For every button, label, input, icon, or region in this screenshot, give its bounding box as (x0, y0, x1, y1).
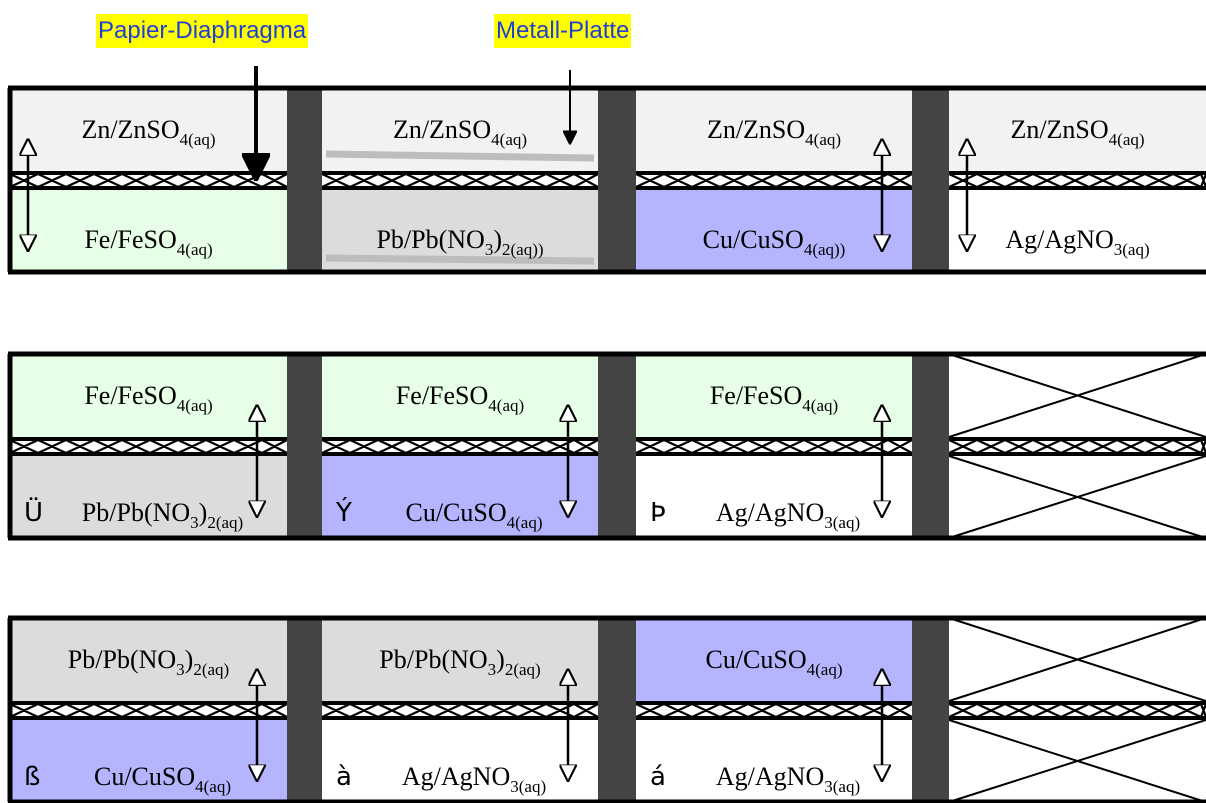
bottom-half-cell (322, 456, 598, 538)
callout-paper-diaphragm: Papier-Diaphragma (96, 14, 309, 48)
galvanic-cell: Fe/FeSO4(aq) Ü Pb/Pb(NO3)2(aq) (9, 354, 288, 538)
top-electrode-label: Fe/FeSO4(aq) (84, 381, 212, 415)
cell-separator (598, 88, 636, 272)
cell-separator (912, 88, 949, 272)
cell-symbol: Þ (650, 498, 666, 528)
bottom-half-cell (636, 456, 912, 538)
galvanic-cell: Zn/ZnSO4(aq) Pb/Pb(NO3)2(aq)) (321, 70, 599, 272)
galvanic-cell: Fe/FeSO4(aq) Þ Ag/AgNO3(aq) (635, 354, 913, 538)
top-electrode-label: Cu/CuSO4(aq) (705, 645, 842, 679)
galvanic-cell (948, 353, 1206, 539)
bottom-electrode-label: Fe/FeSO4(aq) (84, 225, 212, 259)
cell-symbol: ß (24, 762, 40, 792)
galvanic-cell: Cu/CuSO4(aq) á Ag/AgNO3(aq) (635, 618, 913, 802)
galvanic-cell: Fe/FeSO4(aq) Ý Cu/CuSO4(aq) (321, 354, 599, 538)
top-electrode-label: Zn/ZnSO4(aq) (1010, 115, 1144, 149)
top-electrode-label: Zn/ZnSO4(aq) (707, 115, 841, 149)
bottom-electrode-label: Pb/Pb(NO3)2(aq)) (376, 225, 543, 259)
cell-separator (287, 618, 322, 802)
cell-symbol: Ý (335, 496, 352, 528)
top-electrode-label: Fe/FeSO4(aq) (710, 381, 838, 415)
row-2: Fe/FeSO4(aq)Ü Pb/Pb(NO3)2(aq)Fe/FeSO4(aq)… (7, 351, 1206, 541)
bottom-half-cell (10, 456, 287, 538)
top-half-cell (322, 354, 598, 437)
galvanic-cell: Pb/Pb(NO3)2(aq) à Ag/AgNO3(aq) (321, 618, 599, 802)
bottom-half-cell (636, 720, 912, 802)
row-3: Pb/Pb(NO3)2(aq)ß Cu/CuSO4(aq)Pb/Pb(NO3)2(… (7, 615, 1206, 803)
galvanic-cell: Zn/ZnSO4(aq) Fe/FeSO4(aq) (9, 66, 288, 272)
top-electrode-label: Pb/Pb(NO3)2(aq) (379, 645, 540, 679)
top-half-cell (636, 88, 912, 171)
galvanic-cell: Zn/ZnSO4(aq) Cu/CuSO4(aq)) (635, 88, 913, 272)
bottom-half-cell (10, 190, 287, 272)
top-half-cell (10, 88, 287, 171)
bottom-electrode-label: Cu/CuSO4(aq) (94, 762, 231, 796)
top-electrode-label: Zn/ZnSO4(aq) (393, 115, 527, 149)
cell-symbol: à (336, 762, 352, 792)
bottom-half-cell (949, 190, 1206, 272)
bottom-half-cell (322, 720, 598, 802)
bottom-electrode-label: Ag/AgNO3(aq) (402, 762, 546, 796)
top-electrode-label: Zn/ZnSO4(aq) (81, 115, 215, 149)
bottom-electrode-label: Pb/Pb(NO3)2(aq) (82, 498, 243, 532)
top-electrode-label: Pb/Pb(NO3)2(aq) (68, 645, 229, 679)
cross-line (948, 353, 1206, 438)
metal-plate (325, 150, 595, 162)
galvanic-cell: Zn/ZnSO4(aq) Ag/AgNO3(aq) (948, 88, 1206, 272)
metal-plate (325, 254, 595, 265)
cross-line (948, 719, 1206, 803)
cell-separator (912, 618, 949, 802)
bottom-half-cell (10, 720, 287, 802)
cell-separator (912, 354, 949, 538)
bottom-half-cell (636, 190, 912, 272)
top-half-cell (636, 354, 912, 437)
top-half-cell (949, 88, 1206, 171)
cell-separator (598, 618, 636, 802)
top-half-cell (10, 354, 287, 437)
top-half-cell (322, 618, 598, 701)
top-electrode-label: Fe/FeSO4(aq) (396, 381, 524, 415)
galvanic-cell: Pb/Pb(NO3)2(aq) ß Cu/CuSO4(aq) (9, 618, 288, 802)
top-half-cell (10, 618, 287, 701)
top-half-cell (636, 618, 912, 701)
bottom-electrode-label: Ag/AgNO3(aq) (716, 498, 860, 532)
galvanic-cell (948, 617, 1206, 803)
cross-line (948, 617, 1206, 702)
cell-separator (598, 354, 636, 538)
cell-separator (287, 88, 322, 272)
cell-separator (287, 354, 322, 538)
cross-line (948, 455, 1206, 539)
callout-metal-plate: Metall-Platte (494, 14, 632, 48)
bottom-electrode-label: Cu/CuSO4(aq)) (703, 225, 846, 259)
cell-symbol: Ü (24, 496, 43, 528)
bottom-electrode-label: Cu/CuSO4(aq) (405, 498, 542, 532)
bottom-electrode-label: Ag/AgNO3(aq) (1005, 225, 1149, 259)
cell-symbol: á (650, 762, 666, 792)
row-1: Zn/ZnSO4(aq) Fe/FeSO4(aq) Zn/ZnSO4(aq) Pb/P… (7, 66, 1206, 275)
bottom-electrode-label: Ag/AgNO3(aq) (716, 762, 860, 796)
